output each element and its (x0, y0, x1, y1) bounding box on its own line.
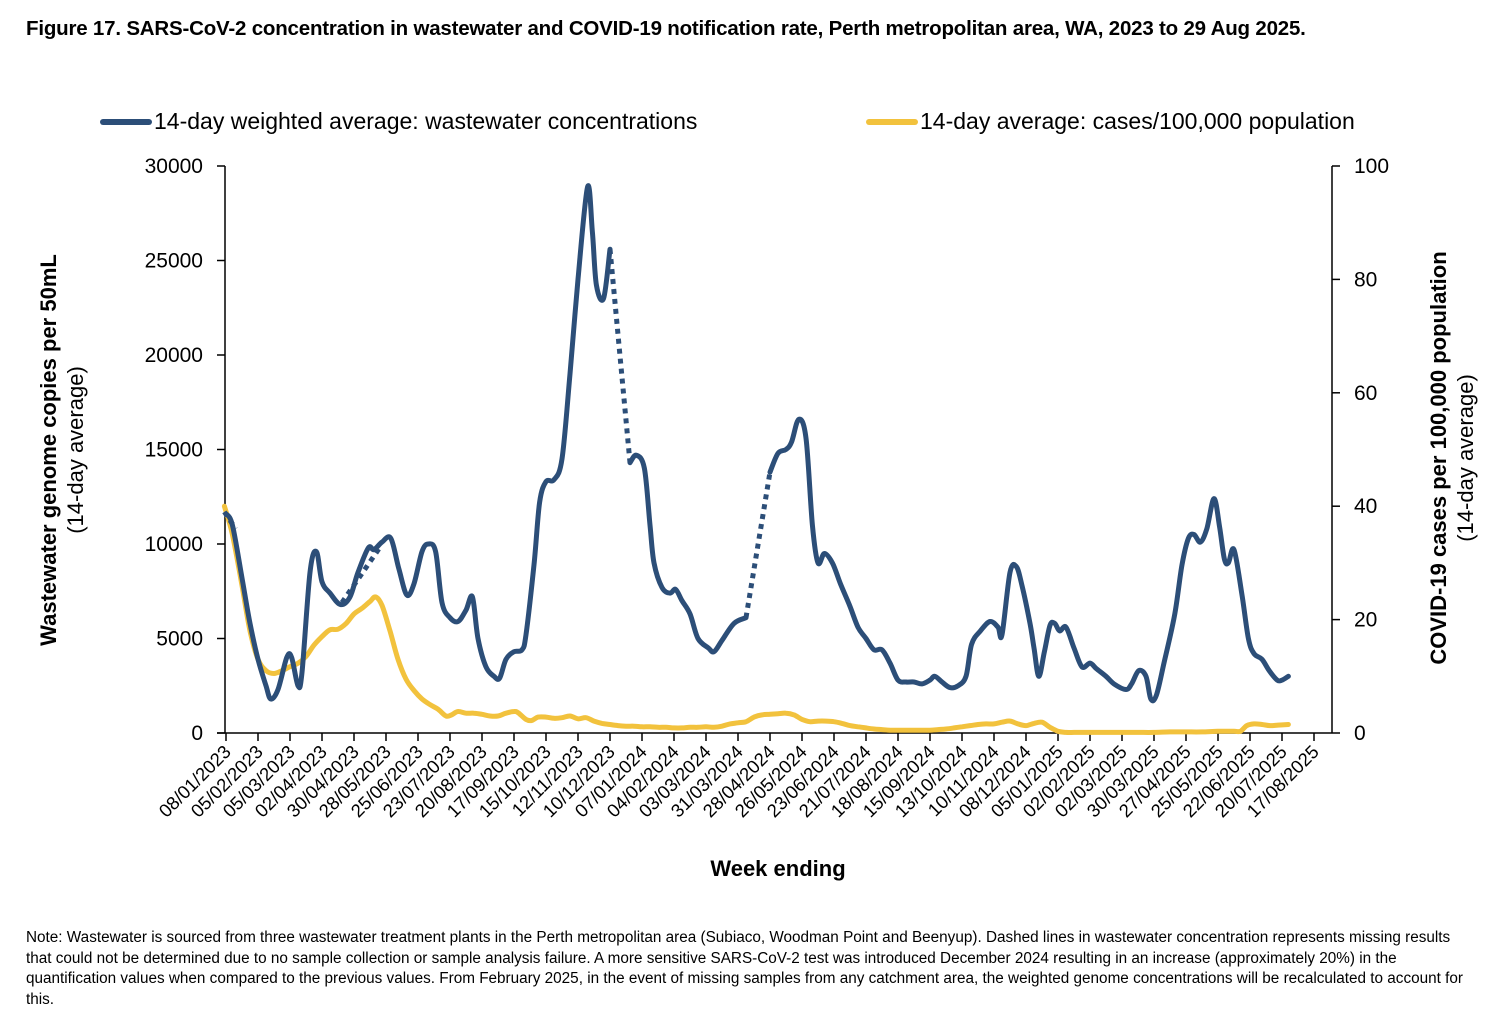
y-right-tick-label: 100 (1354, 155, 1389, 178)
y-right-tick-label: 0 (1354, 722, 1366, 745)
y-axis-left-title: Wastewater genome copies per 50mL (36, 254, 61, 646)
y-right-tick-label: 40 (1354, 495, 1377, 518)
footnote: Note: Wastewater is sourced from three w… (26, 929, 1463, 1008)
cases-line (221, 503, 1291, 735)
y-axis-right-title: COVID-19 cases per 100,000 population (1426, 251, 1451, 664)
wastewater-missing-dashed (607, 248, 633, 463)
legend-label-wastewater: 14-day weighted average: wastewater conc… (154, 108, 698, 134)
axes: 0 5000 10000 15000 20000 25000 30000 0 20 40 60 80 1… (145, 155, 1389, 821)
y-axis-left-subtitle: (14-day average) (63, 366, 88, 534)
y-left-tick-label: 25000 (145, 250, 203, 273)
y-right-tick-label: 60 (1354, 382, 1377, 405)
wastewater-missing-dashed (222, 510, 238, 531)
chart: 0 5000 10000 15000 20000 25000 30000 0 20 40 60 80 1… (36, 155, 1478, 881)
y-left-tick-label: 15000 (145, 439, 203, 462)
y-left-tick-label: 20000 (145, 344, 203, 367)
wastewater-missing-dashed (743, 471, 773, 619)
y-left-tick-label: 30000 (145, 155, 203, 178)
wastewater-line-segment (627, 452, 749, 655)
y-left-tick-label: 0 (191, 722, 203, 745)
series-cases (221, 503, 1291, 735)
legend-swatch-wastewater (100, 118, 152, 125)
figure-title: Figure 17. SARS-CoV-2 concentration in w… (26, 17, 1306, 40)
y-axis-right-subtitle: (14-day average) (1453, 374, 1478, 542)
y-right-tick-label: 20 (1354, 609, 1377, 632)
legend: 14-day weighted average: wastewater conc… (0, 108, 1500, 140)
x-axis-title: Week ending (710, 856, 845, 881)
y-left-tick-label: 10000 (145, 533, 203, 556)
series-wastewater (222, 183, 1291, 704)
wastewater-line-segment (223, 183, 613, 702)
wastewater-line-segment (767, 416, 1291, 704)
legend-item-cases: 14-day average: cases/100,000 population (866, 108, 1355, 135)
legend-item-wastewater: 14-day weighted average: wastewater conc… (100, 108, 697, 135)
legend-label-cases: 14-day average: cases/100,000 population (920, 108, 1355, 134)
y-left-tick-label: 5000 (156, 628, 203, 651)
legend-swatch-cases (866, 118, 918, 125)
wastewater-missing-dashed (339, 546, 382, 605)
y-right-tick-label: 80 (1354, 268, 1377, 291)
